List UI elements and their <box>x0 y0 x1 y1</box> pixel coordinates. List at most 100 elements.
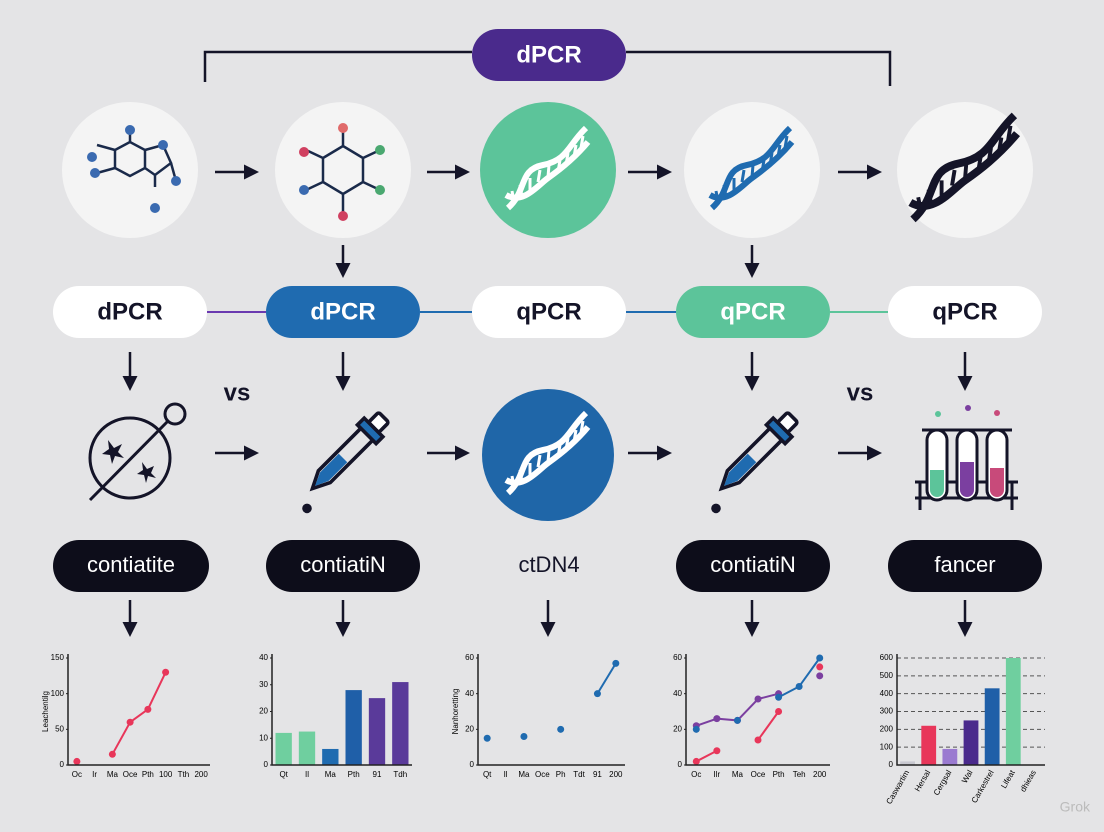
label: contiatiN <box>300 552 386 577</box>
point <box>557 725 565 733</box>
y-tick-label: 600 <box>880 653 894 662</box>
x-tick-label: Ma <box>732 770 744 779</box>
y-tick-label: 100 <box>51 689 65 698</box>
x-tick-label: dhieas <box>1018 769 1038 794</box>
point <box>108 750 116 758</box>
axes <box>685 654 830 766</box>
point <box>713 747 721 755</box>
point <box>612 659 620 667</box>
x-tick-label: Oce <box>535 770 550 779</box>
y-tick-label: 100 <box>880 742 894 751</box>
y-axis-label: Nanhoretting <box>451 689 460 735</box>
row2: dPCR dPCR qPCR qPCR qPCR <box>53 286 1042 338</box>
point <box>733 716 741 724</box>
x-tick-label: Ma <box>325 770 337 779</box>
top-label: dPCR <box>516 41 581 68</box>
point <box>754 736 762 744</box>
y-tick-label: 0 <box>470 760 475 769</box>
vs: vs <box>224 379 251 406</box>
x-tick-label: Oce <box>751 770 766 779</box>
label: contiatiN <box>710 552 796 577</box>
y-tick-label: 500 <box>880 671 894 680</box>
bar <box>275 732 292 765</box>
pill-label: dPCR <box>310 298 375 325</box>
arrows <box>122 164 973 637</box>
label: contiatite <box>87 552 175 577</box>
bar <box>942 748 958 765</box>
pill-label: qPCR <box>932 298 997 325</box>
bar <box>298 731 316 765</box>
x-tick-label: Ma <box>518 770 530 779</box>
bar <box>392 682 409 765</box>
axes <box>67 654 210 766</box>
y-tick-label: 20 <box>673 724 682 733</box>
point <box>775 693 783 701</box>
x-tick-label: Oc <box>691 770 701 779</box>
x-tick-label: Tdh <box>393 770 407 779</box>
x-tick-label: Oc <box>72 770 82 779</box>
x-tick-label: Ph <box>556 770 566 779</box>
point <box>795 683 803 691</box>
x-tick-label: 200 <box>813 770 827 779</box>
point <box>520 732 528 740</box>
x-tick-label: Il <box>504 770 508 779</box>
y-tick-label: 300 <box>880 707 894 716</box>
bar <box>984 688 1000 765</box>
x-tick-label: Oce <box>123 770 138 779</box>
bar <box>345 690 362 765</box>
point <box>162 668 170 676</box>
line <box>596 662 617 695</box>
y-tick-label: 0 <box>60 760 65 769</box>
y-tick-label: 60 <box>673 653 682 662</box>
x-tick-label: Qt <box>279 770 288 779</box>
point <box>692 757 700 765</box>
point <box>754 695 762 703</box>
point <box>73 757 81 765</box>
bar <box>368 698 386 765</box>
x-tick-label: Caswartim <box>884 768 911 806</box>
y-tick-label: 200 <box>880 724 894 733</box>
point <box>816 663 824 671</box>
x-tick-label: Qt <box>483 770 492 779</box>
vs: vs <box>847 379 874 406</box>
x-tick-label: Tdt <box>573 770 585 779</box>
row3 <box>88 389 1018 521</box>
y-tick-label: 150 <box>51 653 65 662</box>
bar <box>1005 658 1021 765</box>
bar <box>921 725 937 765</box>
y-tick-label: 40 <box>259 653 268 662</box>
y-tick-label: 0 <box>264 760 269 769</box>
x-tick-label: Pth <box>773 770 785 779</box>
y-axis-label: Leachentilg <box>41 691 50 732</box>
line <box>696 667 819 762</box>
y-tick-label: 20 <box>259 707 268 716</box>
bracket <box>203 50 892 86</box>
row4: contiatite contiatiN ctDN4 contiatiN fan… <box>53 540 1042 592</box>
y-tick-label: 30 <box>259 680 268 689</box>
x-tick-label: Ma <box>107 770 119 779</box>
y-tick-label: 0 <box>889 760 894 769</box>
x-tick-label: Wal <box>960 768 975 784</box>
point <box>593 690 601 698</box>
point <box>816 672 824 680</box>
watermark: Grok <box>1060 799 1091 815</box>
x-tick-label: Tth <box>178 770 190 779</box>
point <box>144 705 152 713</box>
label: ctDN4 <box>518 552 579 577</box>
x-tick-label: 200 <box>609 770 623 779</box>
x-tick-label: Ir <box>92 770 97 779</box>
point <box>816 654 824 662</box>
x-tick-label: 100 <box>159 770 173 779</box>
x-tick-label: Pth <box>142 770 154 779</box>
y-tick-label: 20 <box>465 724 474 733</box>
x-tick-label: 200 <box>194 770 208 779</box>
x-tick-label: Cergsal <box>932 768 954 797</box>
y-tick-label: 40 <box>673 689 682 698</box>
x-tick-label: Hersal <box>913 768 932 793</box>
axes <box>896 654 1045 766</box>
y-tick-label: 40 <box>465 689 474 698</box>
axes <box>477 654 625 766</box>
y-tick-label: 50 <box>55 724 64 733</box>
axes <box>271 654 412 766</box>
